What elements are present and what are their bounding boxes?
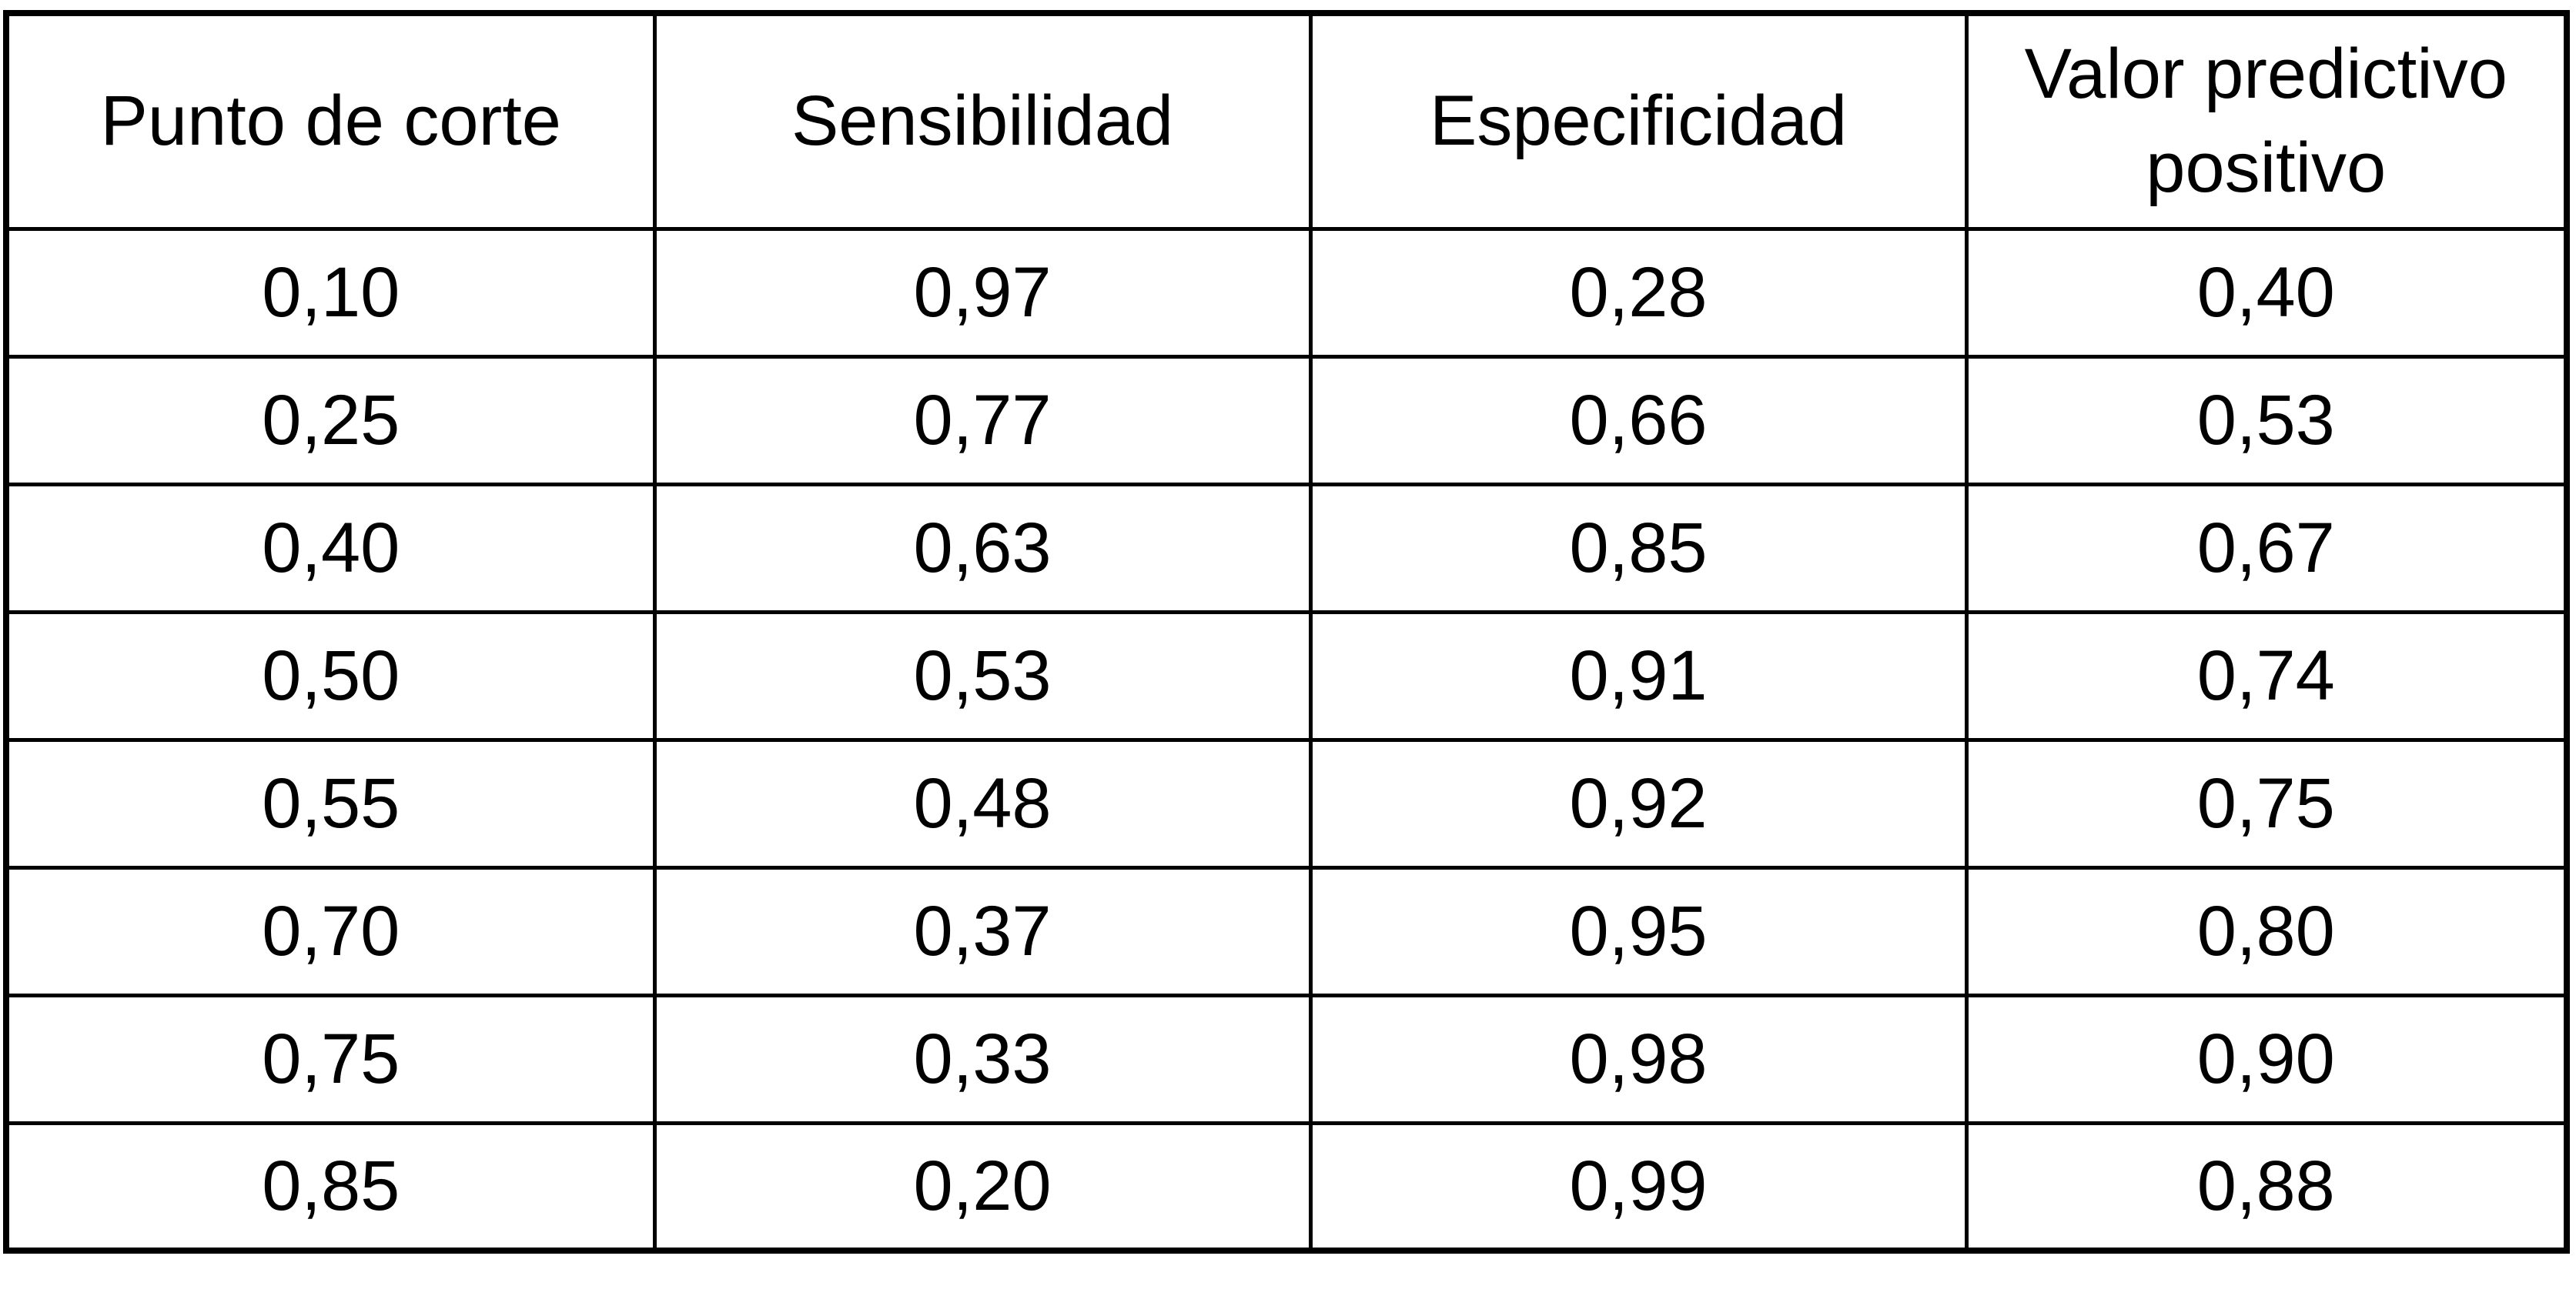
table-row: 0,75 0,33 0,98 0,90 (4, 993, 2569, 1125)
table-cell: 0,28 (1308, 226, 1969, 359)
table-cell: 0,66 (1308, 354, 1969, 486)
table-row: 0,10 0,97 0,28 0,40 (4, 226, 2569, 359)
header-row: Punto de corte Sensibilidad Especificida… (4, 11, 2569, 231)
table-cell: 0,85 (1308, 482, 1969, 614)
diagnostic-metrics-table: Punto de corte Sensibilidad Especificida… (3, 10, 2570, 1254)
table-cell: 0,70 (4, 865, 657, 997)
col-header-punto-de-corte: Punto de corte (4, 11, 657, 231)
table-cell: 0,63 (652, 482, 1313, 614)
table-cell: 0,92 (1308, 737, 1969, 870)
table-cell: 0,53 (1964, 354, 2569, 486)
table-cell: 0,67 (1964, 482, 2569, 614)
table-cell: 0,53 (652, 610, 1313, 742)
col-header-sensibilidad: Sensibilidad (652, 11, 1313, 231)
table-cell: 0,88 (1964, 1121, 2569, 1253)
table-cell: 0,97 (652, 226, 1313, 359)
table-row: 0,70 0,37 0,95 0,80 (4, 865, 2569, 997)
diagnostic-metrics-table-container: Punto de corte Sensibilidad Especificida… (3, 10, 2570, 1254)
table-cell: 0,40 (4, 482, 657, 614)
table-cell: 0,40 (1964, 226, 2569, 359)
table-cell: 0,33 (652, 993, 1313, 1125)
table-cell: 0,90 (1964, 993, 2569, 1125)
table-row: 0,55 0,48 0,92 0,75 (4, 737, 2569, 870)
table-cell: 0,10 (4, 226, 657, 359)
table-cell: 0,99 (1308, 1121, 1969, 1253)
table-cell: 0,98 (1308, 993, 1969, 1125)
table-cell: 0,75 (1964, 737, 2569, 870)
col-header-especificidad: Especificidad (1308, 11, 1969, 231)
table-cell: 0,50 (4, 610, 657, 742)
table-cell: 0,91 (1308, 610, 1969, 742)
table-cell: 0,20 (652, 1121, 1313, 1253)
table-cell: 0,80 (1964, 865, 2569, 997)
table-cell: 0,74 (1964, 610, 2569, 742)
table-row: 0,50 0,53 0,91 0,74 (4, 610, 2569, 742)
table-cell: 0,37 (652, 865, 1313, 997)
table-cell: 0,48 (652, 737, 1313, 870)
table-cell: 0,55 (4, 737, 657, 870)
table-cell: 0,85 (4, 1121, 657, 1253)
table-cell: 0,95 (1308, 865, 1969, 997)
col-header-valor-predictivo-positivo: Valor predictivo positivo (1964, 11, 2569, 231)
table-cell: 0,75 (4, 993, 657, 1125)
table-cell: 0,77 (652, 354, 1313, 486)
table-cell: 0,25 (4, 354, 657, 486)
table-row: 0,85 0,20 0,99 0,88 (4, 1121, 2569, 1253)
table-row: 0,40 0,63 0,85 0,67 (4, 482, 2569, 614)
table-row: 0,25 0,77 0,66 0,53 (4, 354, 2569, 486)
